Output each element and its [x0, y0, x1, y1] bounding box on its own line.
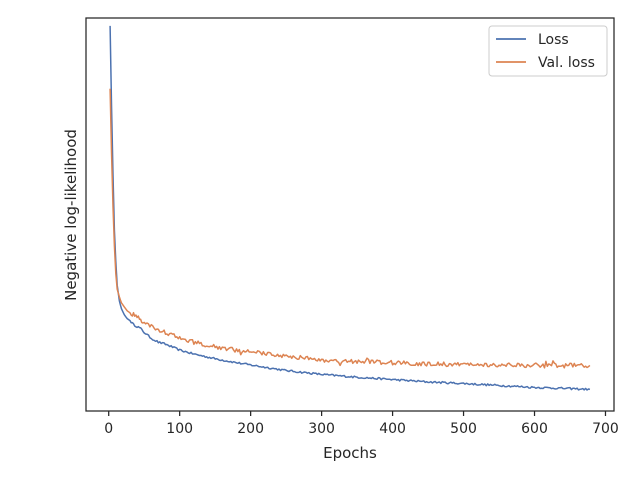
legend-label-loss: Loss	[538, 32, 569, 48]
x-tick-label: 400	[379, 421, 406, 437]
x-tick-label: 600	[521, 421, 548, 437]
legend: Loss Val. loss	[488, 25, 608, 77]
x-axis-ticks: 0 100 200 300 400 500 600 700	[104, 411, 619, 437]
legend-label-val-loss: Val. loss	[538, 55, 595, 71]
series-line-val-loss	[109, 88, 591, 369]
x-axis-label: Epochs	[323, 444, 377, 462]
plot-frame	[85, 17, 615, 412]
y-axis-label: Negative log-likelihood	[62, 129, 80, 301]
plot-area	[86, 18, 614, 411]
x-tick-label: 200	[237, 421, 264, 437]
x-tick-label: 500	[450, 421, 477, 437]
x-tick-label: 700	[592, 421, 619, 437]
series-layer	[109, 25, 591, 391]
x-tick-label: 100	[166, 421, 193, 437]
x-tick-label: 0	[104, 421, 113, 437]
series-line-loss	[109, 25, 591, 391]
x-tick-label: 300	[308, 421, 335, 437]
